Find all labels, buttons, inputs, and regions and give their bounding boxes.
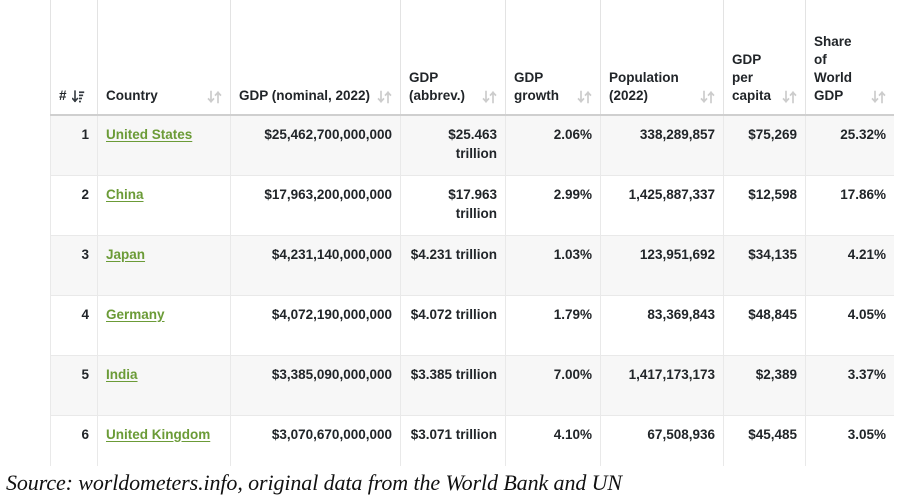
cell-country: Japan <box>97 235 231 296</box>
cell-rank: 6 <box>50 415 98 466</box>
cell-share: 25.32% <box>805 115 894 176</box>
cell-gdp-abbrev: $17.963 trillion <box>400 175 506 236</box>
column-header-rank-label: # <box>59 88 67 104</box>
cell-population: 123,951,692 <box>600 235 724 296</box>
cell-gdp-abbrev: $4.231 trillion <box>400 235 506 296</box>
cell-gdp-growth: 2.99% <box>505 175 601 236</box>
column-header-gdp-nominal-label: GDP (nominal, 2022) <box>239 88 371 104</box>
cell-gdp-nominal: $17,963,200,000,000 <box>230 175 401 236</box>
column-header-population[interactable]: Population (2022) <box>600 0 724 116</box>
column-header-share-world-gdp-label: Share of World GDP <box>814 34 852 104</box>
column-header-country[interactable]: Country <box>97 0 231 116</box>
cell-gdp-nominal: $4,072,190,000,000 <box>230 295 401 356</box>
cell-gdp-capita: $45,485 <box>723 415 806 466</box>
sort-updown-icon[interactable] <box>871 90 886 105</box>
cell-gdp-capita: $75,269 <box>723 115 806 176</box>
column-header-gdp-abbrev[interactable]: GDP (abbrev.) <box>400 0 506 116</box>
column-header-population-label: Population (2022) <box>609 70 679 104</box>
cell-gdp-nominal: $4,231,140,000,000 <box>230 235 401 296</box>
cell-gdp-capita: $12,598 <box>723 175 806 236</box>
table-row: 6 United Kingdom $3,070,670,000,000 $3.0… <box>50 415 894 466</box>
sort-updown-icon[interactable] <box>700 90 715 105</box>
sort-updown-icon[interactable] <box>482 90 497 105</box>
column-header-gdp-growth[interactable]: GDP growth <box>505 0 601 116</box>
table-row: 2 China $17,963,200,000,000 $17.963 tril… <box>50 175 894 236</box>
cell-share: 17.86% <box>805 175 894 236</box>
column-header-gdp-per-capita[interactable]: GDP per capita <box>723 0 806 116</box>
cell-gdp-capita: $2,389 <box>723 355 806 416</box>
column-header-gdp-abbrev-label: GDP (abbrev.) <box>409 70 466 104</box>
table-row: 3 Japan $4,231,140,000,000 $4.231 trilli… <box>50 235 894 296</box>
column-header-country-label: Country <box>106 88 158 104</box>
cell-gdp-abbrev: $25.463 trillion <box>400 115 506 176</box>
country-link[interactable]: Germany <box>106 306 165 322</box>
table-body: 1 United States $25,462,700,000,000 $25.… <box>50 115 894 466</box>
cell-gdp-nominal: $3,070,670,000,000 <box>230 415 401 466</box>
cell-population: 1,417,173,173 <box>600 355 724 416</box>
column-header-gdp-per-capita-label: GDP per capita <box>732 52 772 104</box>
column-header-gdp-nominal[interactable]: GDP (nominal, 2022) <box>230 0 401 116</box>
sort-amount-down-icon[interactable] <box>70 90 85 105</box>
table-row: 4 Germany $4,072,190,000,000 $4.072 tril… <box>50 295 894 356</box>
cell-population: 338,289,857 <box>600 115 724 176</box>
cell-rank: 1 <box>50 115 98 176</box>
cell-share: 3.05% <box>805 415 894 466</box>
cell-gdp-abbrev: $4.072 trillion <box>400 295 506 356</box>
cell-rank: 4 <box>50 295 98 356</box>
cell-country: Germany <box>97 295 231 356</box>
cell-rank: 5 <box>50 355 98 416</box>
cell-gdp-growth: 1.03% <box>505 235 601 296</box>
sort-updown-icon[interactable] <box>782 90 797 105</box>
source-caption: Source: worldometers.info, original data… <box>6 470 623 495</box>
gdp-table-container: # <box>50 0 894 466</box>
cell-share: 3.37% <box>805 355 894 416</box>
column-header-gdp-growth-label: GDP growth <box>514 70 559 104</box>
gdp-table: # <box>50 0 894 466</box>
cell-gdp-growth: 1.79% <box>505 295 601 356</box>
sort-updown-icon[interactable] <box>577 90 592 105</box>
sort-updown-icon[interactable] <box>377 90 392 105</box>
cell-gdp-capita: $34,135 <box>723 235 806 296</box>
table-row: 5 India $3,385,090,000,000 $3.385 trilli… <box>50 355 894 416</box>
cell-rank: 2 <box>50 175 98 236</box>
cell-population: 67,508,936 <box>600 415 724 466</box>
cell-population: 83,369,843 <box>600 295 724 356</box>
cell-country: China <box>97 175 231 236</box>
cell-gdp-nominal: $25,462,700,000,000 <box>230 115 401 176</box>
header-row: # <box>50 0 894 116</box>
country-link[interactable]: United Kingdom <box>106 426 211 442</box>
sort-updown-icon[interactable] <box>207 90 222 105</box>
cell-country: United States <box>97 115 231 176</box>
table-row: 1 United States $25,462,700,000,000 $25.… <box>50 115 894 176</box>
cell-share: 4.05% <box>805 295 894 356</box>
cell-gdp-abbrev: $3.385 trillion <box>400 355 506 416</box>
table-header: # <box>50 0 894 116</box>
country-link[interactable]: United States <box>106 127 193 142</box>
cell-country: United Kingdom <box>97 415 231 466</box>
cell-rank: 3 <box>50 235 98 296</box>
cell-share: 4.21% <box>805 235 894 296</box>
country-link[interactable]: Japan <box>106 246 146 262</box>
cell-gdp-growth: 4.10% <box>505 415 601 466</box>
column-header-share-world-gdp[interactable]: Share of World GDP <box>805 0 894 116</box>
country-link[interactable]: China <box>106 186 144 202</box>
column-header-rank[interactable]: # <box>50 0 98 116</box>
cell-gdp-growth: 7.00% <box>505 355 601 416</box>
cell-gdp-nominal: $3,385,090,000,000 <box>230 355 401 416</box>
cell-gdp-abbrev: $3.071 trillion <box>400 415 506 466</box>
country-link[interactable]: India <box>106 366 138 382</box>
cell-country: India <box>97 355 231 416</box>
cell-gdp-growth: 2.06% <box>505 115 601 176</box>
cell-gdp-capita: $48,845 <box>723 295 806 356</box>
cell-population: 1,425,887,337 <box>600 175 724 236</box>
